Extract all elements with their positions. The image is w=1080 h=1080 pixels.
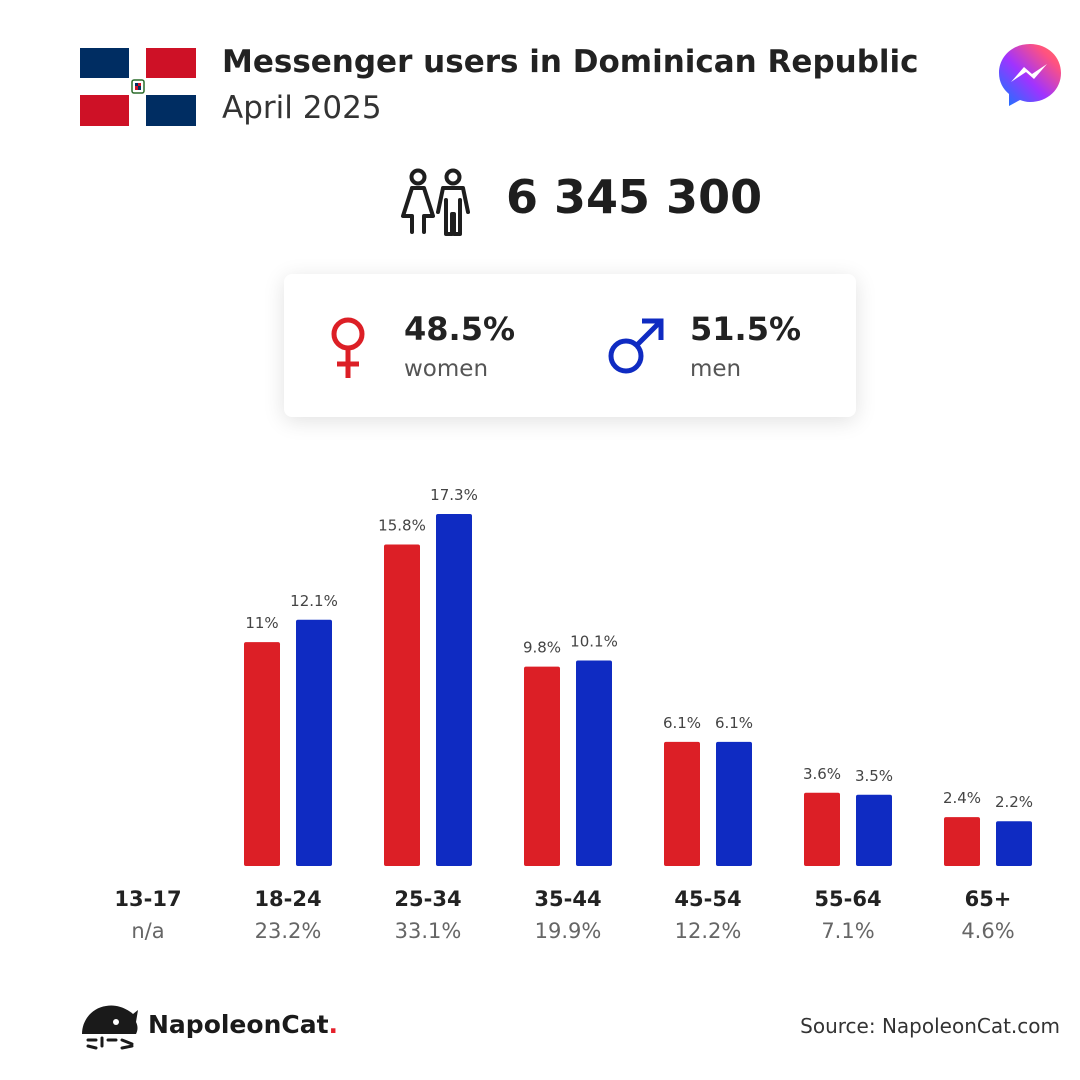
total-users: 6 345 300 (506, 170, 763, 224)
category-total-35-44: 19.9% (535, 919, 602, 943)
gender-split-card: 48.5% women 51.5% men (284, 274, 856, 417)
data-label-women-45-54: 6.1% (663, 714, 701, 732)
bar-men-65+ (996, 821, 1032, 866)
brand-dot: . (328, 1010, 339, 1039)
data-label-men-35-44: 10.1% (570, 632, 618, 650)
category-label-55-64: 55-64 (814, 887, 881, 911)
brand-name: NapoleonCat. (148, 1010, 338, 1039)
female-symbol-icon (331, 317, 365, 378)
bar-women-18-24 (244, 642, 280, 866)
page-title: Messenger users in Dominican Republic (222, 44, 919, 80)
bar-men-18-24 (296, 619, 332, 866)
brand-text: NapoleonCat (148, 1010, 329, 1039)
men-percentage: 51.5% (690, 310, 802, 348)
source-credit: Source: NapoleonCat.com (800, 1014, 1060, 1038)
women-percentage: 48.5% (404, 310, 516, 348)
messenger-logo-icon (999, 44, 1061, 106)
bar-men-45-54 (716, 741, 752, 866)
data-label-men-18-24: 12.1% (290, 592, 338, 610)
bar-women-25-34 (384, 544, 420, 866)
category-label-65+: 65+ (965, 887, 1012, 911)
data-label-women-55-64: 3.6% (803, 765, 841, 783)
data-label-women-65+: 2.4% (943, 789, 981, 807)
bar-men-25-34 (436, 514, 472, 866)
category-label-25-34: 25-34 (394, 887, 461, 911)
bar-men-55-64 (856, 794, 892, 866)
category-total-13-17: n/a (131, 919, 164, 943)
page-subtitle: April 2025 (222, 90, 382, 126)
male-symbol-icon (608, 318, 664, 374)
data-label-women-18-24: 11% (245, 614, 278, 632)
category-total-55-64: 7.1% (821, 919, 874, 943)
category-total-25-34: 33.1% (395, 919, 462, 943)
data-label-men-65+: 2.2% (995, 793, 1033, 811)
data-label-men-55-64: 3.5% (855, 767, 893, 785)
bar-men-35-44 (576, 660, 612, 866)
data-label-men-45-54: 6.1% (715, 714, 753, 732)
category-label-18-24: 18-24 (254, 887, 321, 911)
category-total-45-54: 12.2% (675, 919, 742, 943)
category-label-13-17: 13-17 (114, 887, 181, 911)
bar-women-55-64 (804, 792, 840, 866)
data-label-men-25-34: 17.3% (430, 486, 478, 504)
age-gender-bar-chart: 13-17 n/a 11% 12.1% 18-24 23.2% 15.8%17.3% 25-3… (114, 486, 1033, 943)
people-icon (401, 168, 470, 236)
bar-women-65+ (944, 817, 980, 866)
men-label: men (690, 356, 742, 382)
data-label-women-35-44: 9.8% (523, 639, 561, 657)
women-label: women (404, 356, 489, 382)
bar-women-45-54 (664, 741, 700, 866)
category-label-45-54: 45-54 (674, 887, 741, 911)
napoleoncat-logo-icon (82, 1005, 138, 1050)
category-total-18-24: 23.2% (255, 919, 322, 943)
dominican-republic-flag-icon (80, 48, 196, 126)
bar-women-35-44 (524, 666, 560, 866)
category-label-35-44: 35-44 (534, 887, 601, 911)
data-label-women-25-34: 15.8% (378, 517, 426, 535)
category-total-65+: 4.6% (961, 919, 1014, 943)
